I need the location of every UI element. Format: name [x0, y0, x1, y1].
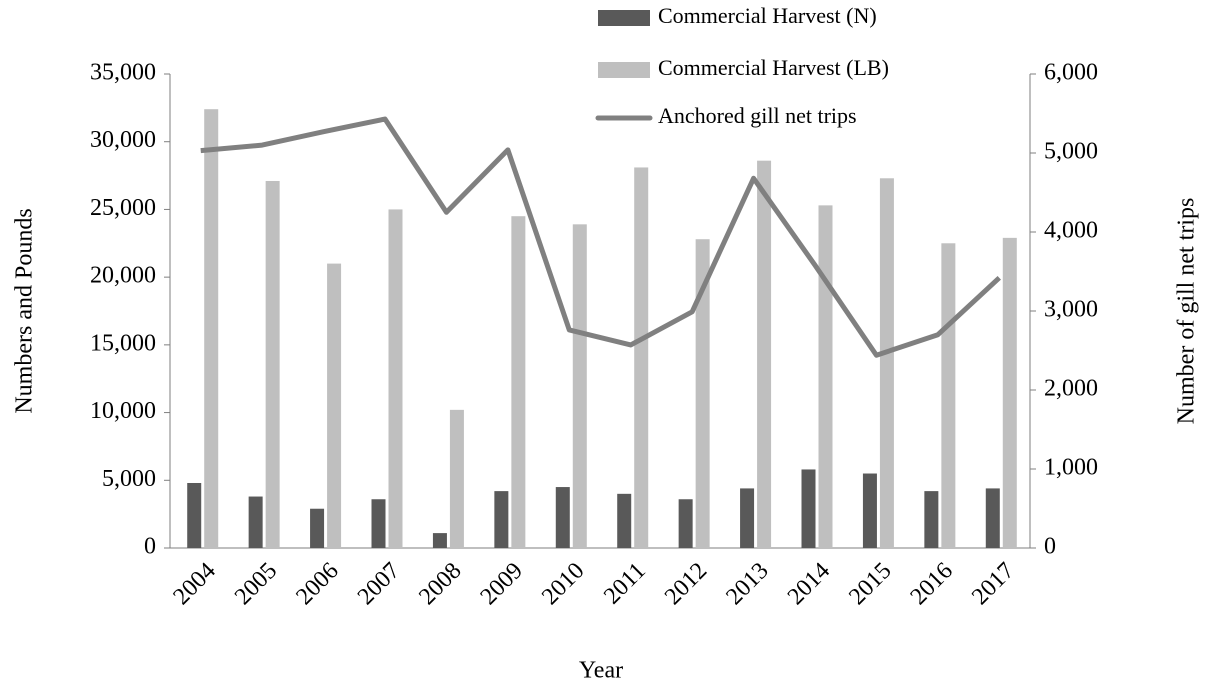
bar [818, 205, 833, 548]
bar [388, 209, 403, 548]
legend-label: Anchored gill net trips [658, 103, 857, 128]
bar [432, 533, 447, 548]
x-tick-label: 2004 [169, 558, 221, 610]
bar [327, 263, 342, 548]
bar [204, 109, 219, 548]
bar [310, 508, 325, 548]
y2-tick-label: 6,000 [1044, 60, 1098, 86]
bar [740, 488, 755, 548]
legend-label: Commercial Harvest (LB) [658, 55, 889, 80]
bar [265, 180, 280, 548]
legend: Commercial Harvest (N) Commercial Harvest… [595, 3, 889, 128]
bar [879, 178, 894, 548]
x-tick-label: 2007 [353, 558, 405, 610]
y2-tick-label: 0 [1044, 534, 1056, 560]
bar [1002, 237, 1017, 548]
y-tick-label: 25,000 [90, 195, 156, 221]
y-tick-label: 0 [144, 534, 156, 560]
y-tick-label: 35,000 [90, 60, 156, 86]
x-tick-label: 2013 [721, 558, 773, 610]
x-axis-label: Year [579, 658, 623, 684]
x-tick-label: 2010 [537, 558, 589, 610]
y2-tick-label: 2,000 [1044, 376, 1098, 402]
x-tick-label: 2009 [476, 558, 528, 610]
y2-tick-label: 5,000 [1044, 139, 1098, 165]
x-tick-label: 2017 [967, 558, 1019, 610]
bar [678, 499, 693, 548]
bar [572, 224, 587, 548]
y-tick-label: 30,000 [90, 127, 156, 153]
bar [494, 491, 509, 548]
y-axis-label: Numbers and Pounds [12, 208, 38, 413]
legend-swatch [598, 10, 650, 26]
x-tick-label: 2006 [291, 558, 343, 610]
line [200, 116, 1001, 358]
x-tick-label: 2016 [906, 558, 958, 610]
x-tick-label: 2015 [844, 558, 896, 610]
x-tick-label: 2014 [783, 558, 835, 610]
x-tick-label: 2011 [599, 558, 651, 610]
bar [985, 488, 1000, 548]
y-tick-label: 20,000 [90, 263, 156, 289]
bar [617, 493, 632, 548]
bar [248, 496, 263, 548]
bar [555, 487, 570, 548]
bar [695, 239, 710, 549]
y-tick-label: 15,000 [90, 330, 156, 356]
y2-axis-label: Number of gill net trips [1174, 198, 1200, 425]
y-tick-label: 5,000 [102, 466, 156, 492]
y-tick-label: 10,000 [90, 398, 156, 424]
bar [634, 167, 649, 548]
bar [941, 243, 956, 549]
bar [757, 160, 772, 548]
bar [511, 216, 526, 548]
bar [449, 409, 464, 548]
x-tick-label: 2012 [660, 558, 712, 610]
bar [801, 469, 816, 548]
bar [187, 482, 202, 548]
bar [862, 473, 877, 548]
y2-tick-label: 1,000 [1044, 455, 1098, 481]
legend-swatch [598, 62, 650, 78]
y2-tick-label: 3,000 [1044, 297, 1098, 323]
legend-label: Commercial Harvest (N) [658, 3, 877, 28]
x-tick-label: 2008 [414, 558, 466, 610]
bar [371, 499, 386, 548]
y2-tick-label: 4,000 [1044, 218, 1098, 244]
x-tick-label: 2005 [230, 558, 282, 610]
bar [924, 491, 939, 548]
